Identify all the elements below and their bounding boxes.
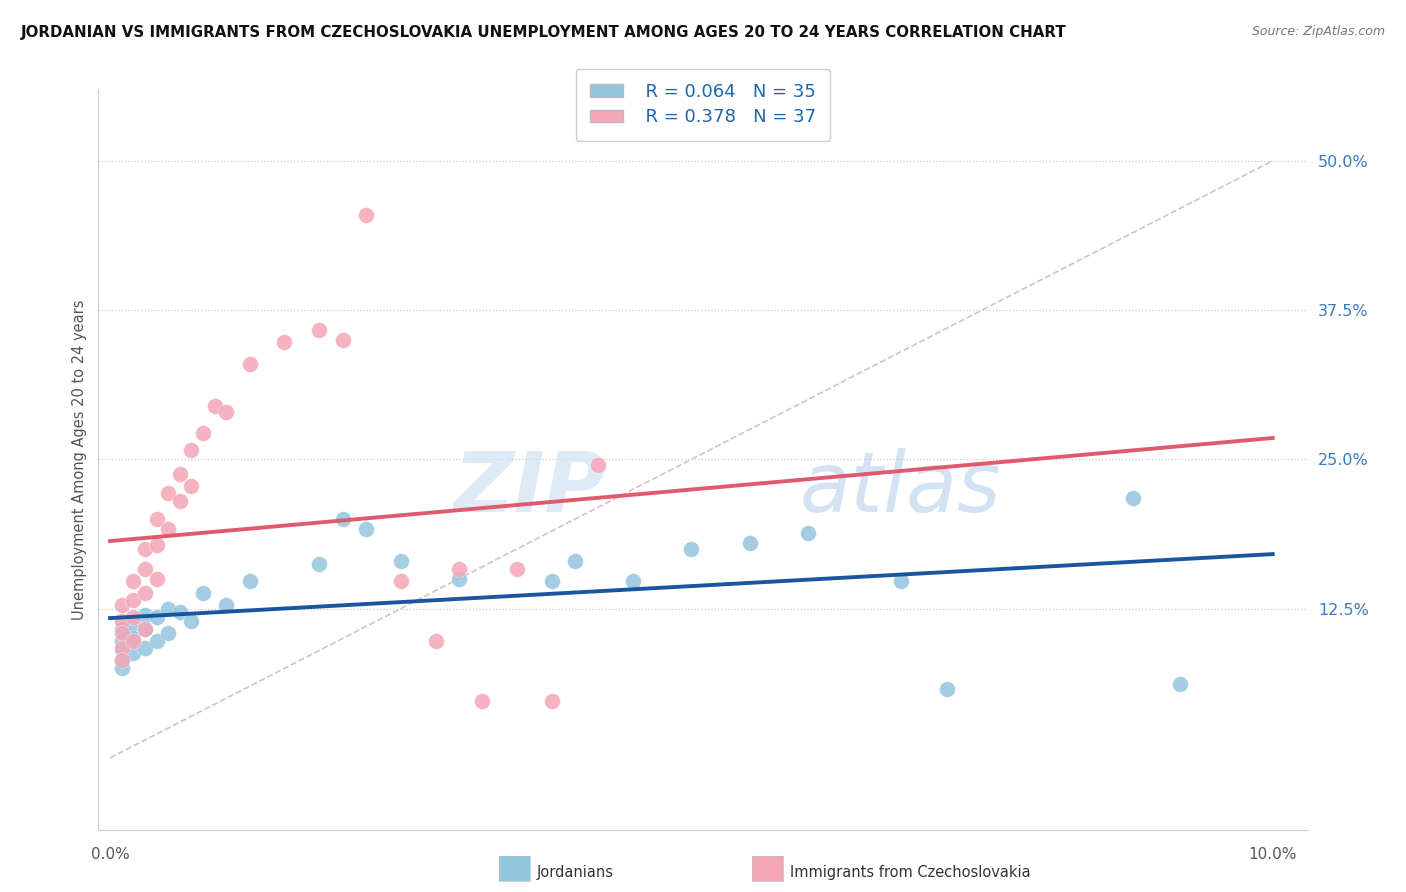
Point xyxy=(308,323,330,337)
Point xyxy=(111,653,134,667)
Text: 10.0%: 10.0% xyxy=(1249,847,1296,863)
Point xyxy=(191,586,214,600)
Point xyxy=(157,522,180,536)
Point xyxy=(111,625,134,640)
Point xyxy=(890,574,912,589)
Text: Immigrants from Czechoslovakia: Immigrants from Czechoslovakia xyxy=(790,865,1031,880)
Point xyxy=(134,622,156,636)
Point xyxy=(389,554,412,568)
Point xyxy=(157,485,180,500)
Point xyxy=(111,598,134,612)
Point xyxy=(157,625,180,640)
Point xyxy=(134,562,156,576)
Point xyxy=(111,661,134,675)
Point xyxy=(447,572,470,586)
Point xyxy=(122,646,145,660)
Text: Source: ZipAtlas.com: Source: ZipAtlas.com xyxy=(1251,25,1385,38)
Point xyxy=(145,512,167,526)
Point xyxy=(239,574,262,589)
Point xyxy=(332,333,354,347)
Point xyxy=(111,614,134,628)
Text: ZIP: ZIP xyxy=(454,449,606,530)
Point xyxy=(180,442,202,457)
Point xyxy=(180,614,202,628)
Point xyxy=(204,399,226,413)
Text: JORDANIAN VS IMMIGRANTS FROM CZECHOSLOVAKIA UNEMPLOYMENT AMONG AGES 20 TO 24 YEA: JORDANIAN VS IMMIGRANTS FROM CZECHOSLOVA… xyxy=(21,25,1067,40)
Point xyxy=(215,404,238,418)
Point xyxy=(111,641,134,656)
Point xyxy=(273,335,295,350)
Point xyxy=(169,467,191,481)
Point xyxy=(122,574,145,589)
Point xyxy=(389,574,412,589)
Point xyxy=(145,610,167,624)
Point xyxy=(540,693,562,707)
Text: 0.0%: 0.0% xyxy=(90,847,129,863)
Point xyxy=(471,693,494,707)
Point xyxy=(681,541,703,556)
Point xyxy=(111,633,134,648)
Point xyxy=(169,605,191,619)
Point xyxy=(354,522,377,536)
Point xyxy=(621,574,644,589)
Point xyxy=(332,512,354,526)
Point xyxy=(239,357,262,371)
Point xyxy=(134,607,156,622)
Point xyxy=(540,574,562,589)
Point xyxy=(134,641,156,656)
Point xyxy=(111,643,134,657)
Text: Jordanians: Jordanians xyxy=(537,865,614,880)
Point xyxy=(447,562,470,576)
Point xyxy=(564,554,586,568)
Legend:   R = 0.064   N = 35,   R = 0.378   N = 37: R = 0.064 N = 35, R = 0.378 N = 37 xyxy=(576,69,830,141)
Point xyxy=(111,653,134,667)
Point xyxy=(145,633,167,648)
Y-axis label: Unemployment Among Ages 20 to 24 years: Unemployment Among Ages 20 to 24 years xyxy=(72,299,87,620)
Point xyxy=(191,426,214,441)
Point xyxy=(145,538,167,552)
Point xyxy=(122,593,145,607)
Point xyxy=(122,617,145,632)
Point xyxy=(134,622,156,636)
Point xyxy=(122,632,145,646)
Point xyxy=(1122,491,1144,505)
Point xyxy=(308,558,330,572)
Point xyxy=(169,494,191,508)
Point xyxy=(157,601,180,615)
Point xyxy=(738,536,761,550)
Point xyxy=(1168,677,1191,691)
Point xyxy=(111,622,134,636)
Point xyxy=(354,208,377,222)
Point xyxy=(134,541,156,556)
Point xyxy=(425,633,447,648)
Point xyxy=(145,572,167,586)
Point xyxy=(122,633,145,648)
Point xyxy=(134,586,156,600)
Point xyxy=(506,562,529,576)
Point xyxy=(122,610,145,624)
Text: atlas: atlas xyxy=(800,449,1001,530)
Point xyxy=(215,598,238,612)
Point xyxy=(796,526,818,541)
Point xyxy=(180,478,202,492)
Point xyxy=(588,458,610,473)
Point xyxy=(936,681,959,696)
